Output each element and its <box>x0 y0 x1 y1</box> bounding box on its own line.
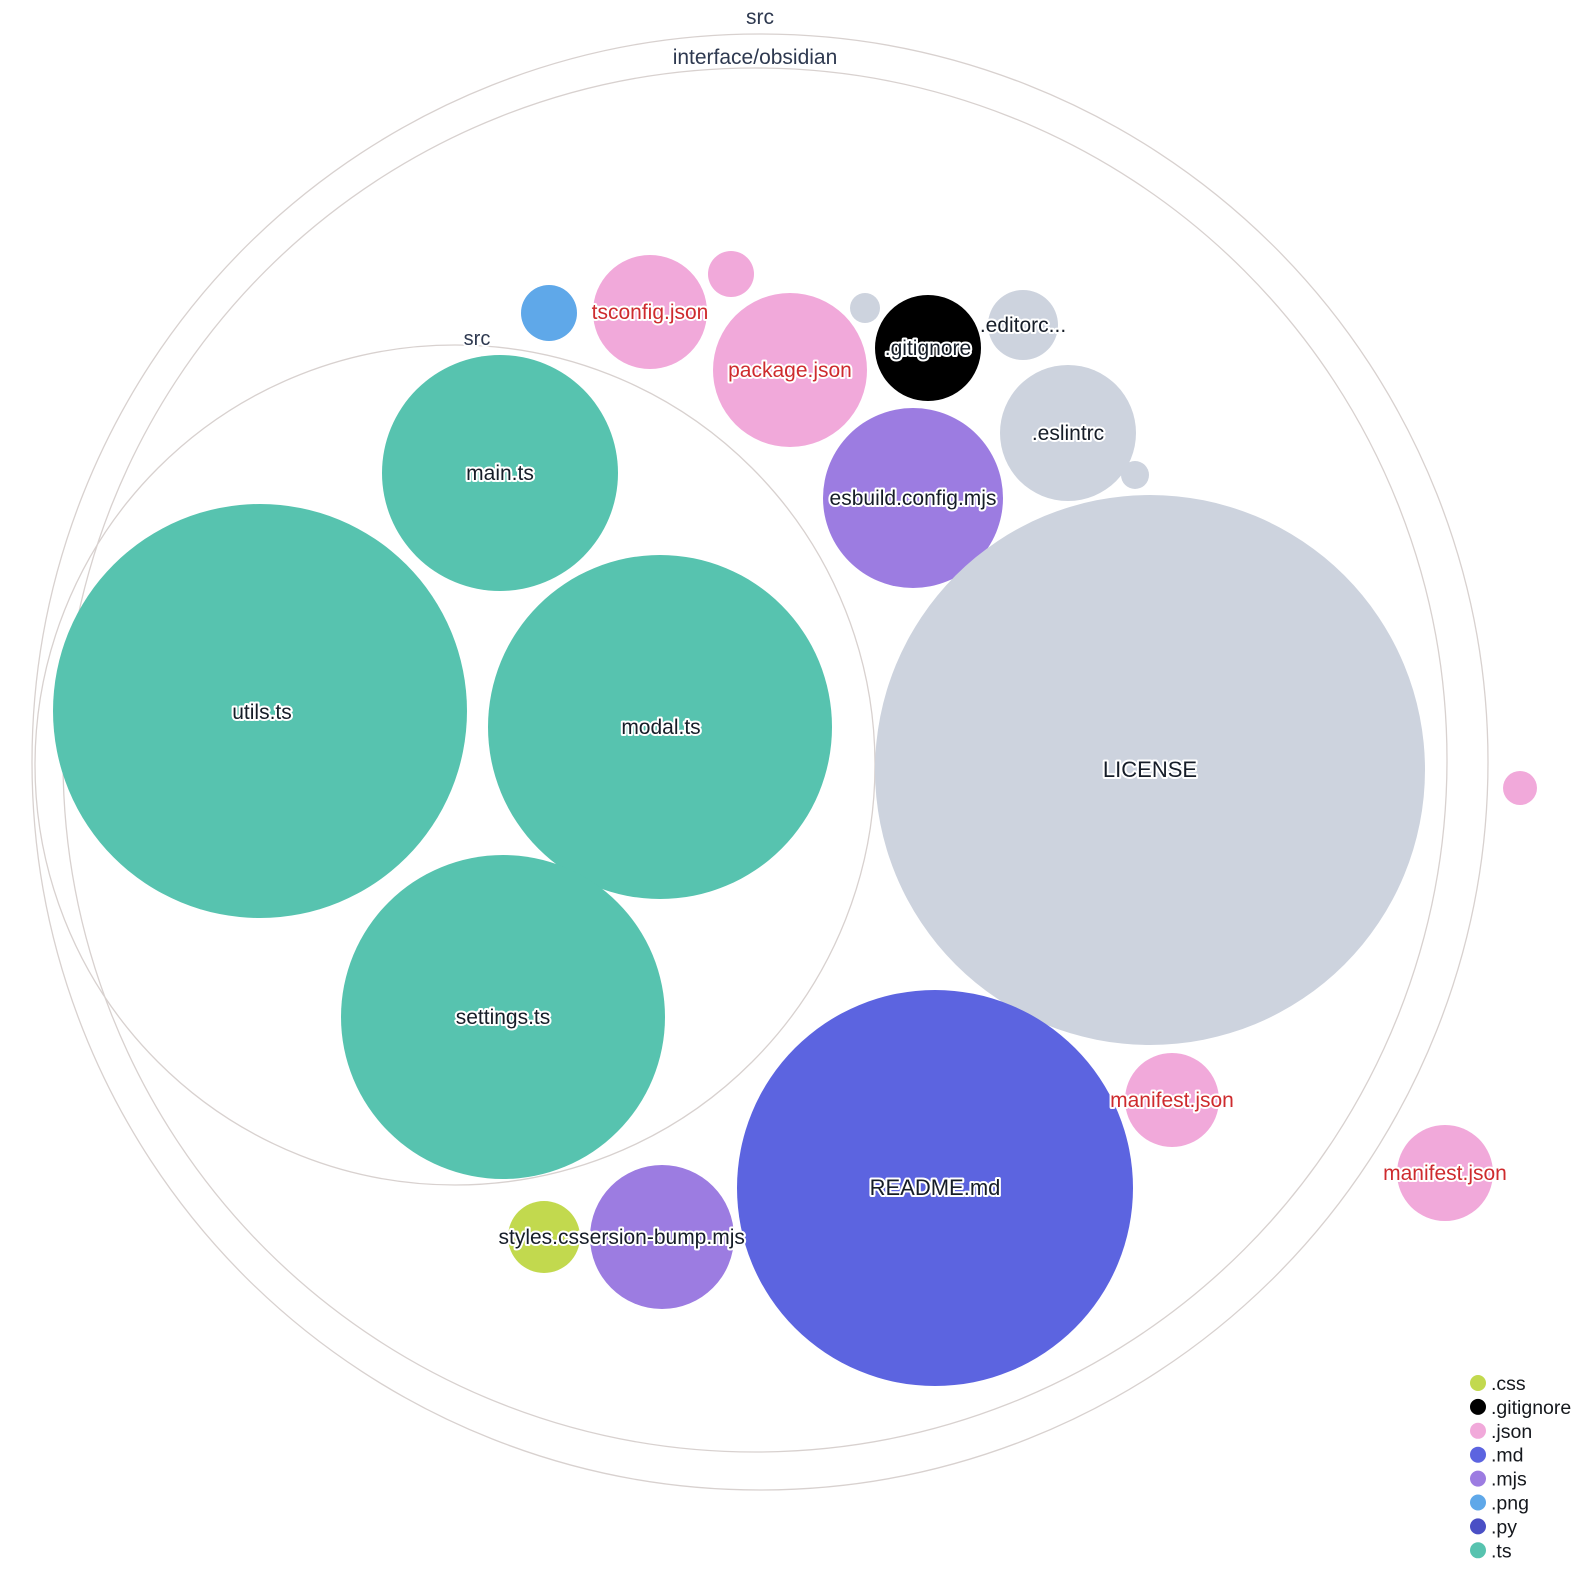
file-gitignore-label: .gitignore <box>885 337 971 360</box>
file-manifest-json-outer-label: manifest.json <box>1383 1162 1507 1185</box>
dir-src-outer-label: src <box>746 6 774 29</box>
file-editorconfig-circle[interactable] <box>988 290 1058 360</box>
file-main-ts-label: main.ts <box>466 462 534 485</box>
file-tsconfig-json-label: tsconfig.json <box>592 301 709 324</box>
file-json-small-circle[interactable] <box>708 251 754 297</box>
legend-swatch-mjs-icon <box>1470 1470 1486 1487</box>
file-settings-ts-label: settings.ts <box>456 1006 551 1029</box>
file-png-circle[interactable] <box>521 285 577 341</box>
dir-interface-obsidian-label: interface/obsidian <box>673 46 838 69</box>
legend-label-mjs: .mjs <box>1491 1469 1527 1491</box>
file-version-bump-mjs-label: version-bump.mjs <box>579 1226 745 1249</box>
legend-label-css: .css <box>1491 1373 1526 1395</box>
file-readme-md-label: README.md <box>870 1175 1001 1200</box>
legend-label-md: .md <box>1491 1445 1524 1467</box>
file-styles-css-circle[interactable] <box>508 1201 580 1273</box>
file-package-json-circle[interactable] <box>713 293 867 447</box>
file-esbuild-config-mjs-label: esbuild.config.mjs <box>830 487 997 510</box>
file-modal-ts-circle[interactable] <box>488 555 832 899</box>
file-manifest-json-inner-circle[interactable] <box>1125 1053 1219 1147</box>
legend-label-py: .py <box>1491 1516 1517 1538</box>
legend-swatch-md-icon <box>1470 1446 1486 1463</box>
file-utils-ts-circle[interactable] <box>53 504 467 918</box>
file-tsconfig-json-circle[interactable] <box>593 255 707 369</box>
file-version-bump-mjs-circle[interactable] <box>590 1165 734 1309</box>
legend-label-png: .png <box>1491 1493 1529 1515</box>
file-modal-ts-label: modal.ts <box>621 716 700 739</box>
file-manifest-json-outer-circle[interactable] <box>1397 1125 1493 1221</box>
legend-label-json: .json <box>1491 1421 1532 1443</box>
file-license-label: LICENSE <box>1103 757 1197 782</box>
file-esbuild-config-mjs-circle[interactable] <box>823 408 1003 588</box>
file-gray-dot-a-circle[interactable] <box>850 293 880 323</box>
file-manifest-json-inner-label: manifest.json <box>1110 1089 1234 1112</box>
legend-swatch-json-icon <box>1470 1422 1486 1439</box>
dir-src-inner-boundary[interactable] <box>34 344 876 1186</box>
dir-src-inner-label: src <box>464 328 491 350</box>
file-main-ts-circle[interactable] <box>382 355 618 591</box>
legend-label-ts: .ts <box>1491 1540 1512 1562</box>
legend-swatch-py-icon <box>1470 1518 1486 1535</box>
file-settings-ts-circle[interactable] <box>341 855 665 1179</box>
file-editorconfig-label: .editorc... <box>980 314 1066 337</box>
file-eslintrc-label: .eslintrc <box>1032 422 1104 445</box>
legend-swatch-css-icon <box>1470 1375 1486 1391</box>
legend-label-gitignore: .gitignore <box>1491 1397 1571 1419</box>
legend: .css.gitignore.json.md.mjs.png.py.ts <box>1470 1373 1571 1562</box>
file-gray-dot-b-circle[interactable] <box>1121 461 1149 489</box>
file-pink-dot-right-circle[interactable] <box>1503 771 1537 805</box>
legend-swatch-ts-icon <box>1470 1542 1486 1559</box>
file-readme-md-circle[interactable] <box>737 990 1133 1386</box>
legend-swatch-gitignore-icon <box>1470 1398 1486 1415</box>
file-utils-ts-label: utils.ts <box>232 701 292 724</box>
file-package-json-label: package.json <box>728 359 852 382</box>
file-license-circle[interactable] <box>875 495 1425 1045</box>
file-styles-css-label: styles.css <box>498 1226 589 1249</box>
legend-swatch-png-icon <box>1470 1494 1486 1511</box>
file-eslintrc-circle[interactable] <box>1000 365 1136 501</box>
dir-src-outer-boundary[interactable] <box>31 33 1489 1491</box>
file-gitignore-circle[interactable] <box>875 295 981 401</box>
